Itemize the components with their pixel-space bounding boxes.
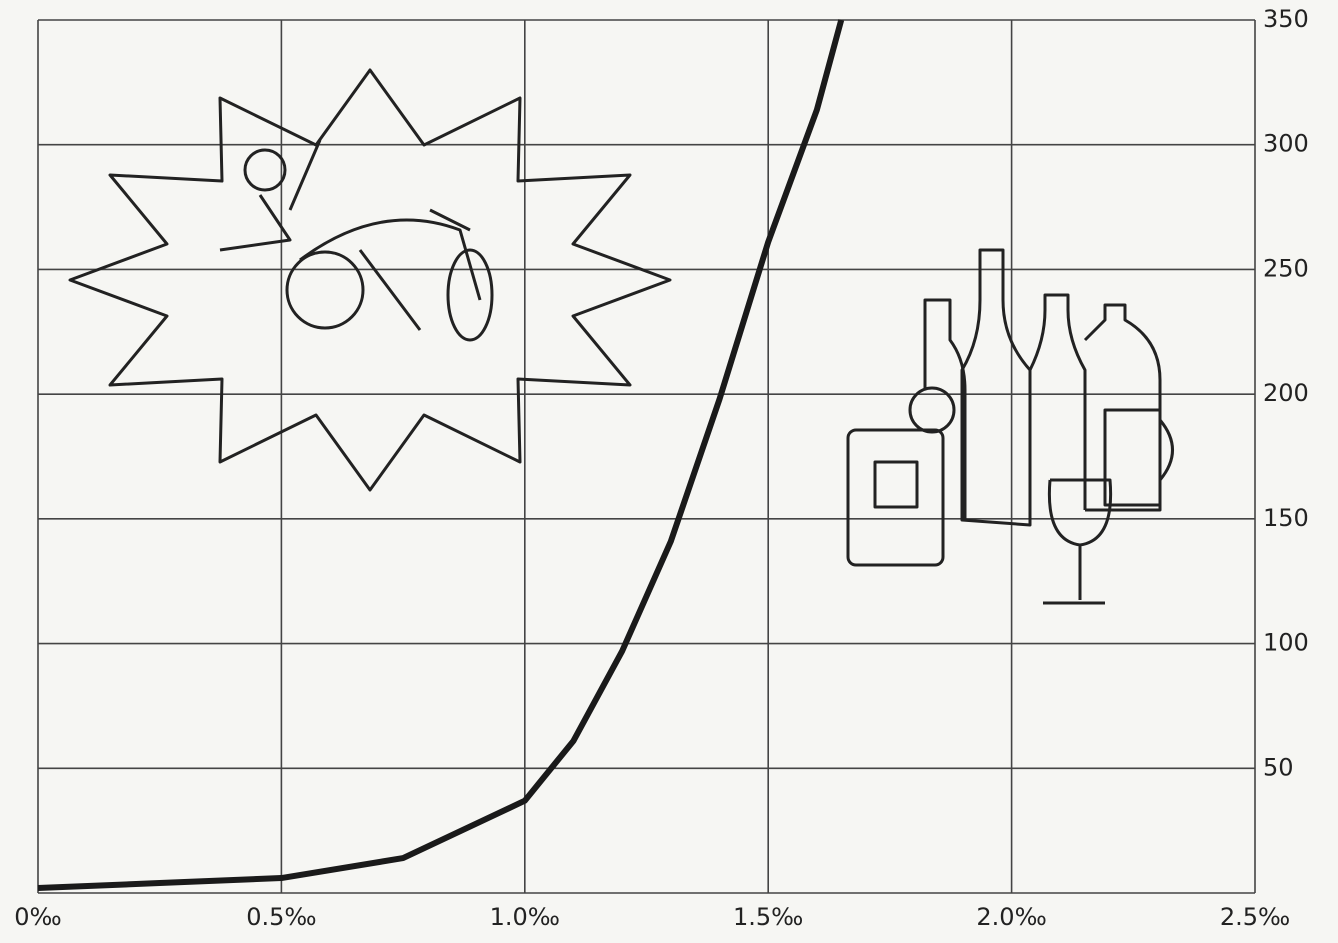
- line: [38, 20, 841, 888]
- x-tick-label: 2.5‰: [1220, 903, 1290, 931]
- y-tick-label: 300: [1263, 130, 1309, 158]
- y-tick-label: 250: [1263, 254, 1309, 282]
- y-tick-label: 150: [1263, 504, 1309, 532]
- y-tick-label: 350: [1263, 5, 1309, 33]
- chart: 0‰ 0.5‰ 1.0‰ 1.5‰ 2.0‰ 2.5‰ 50 100 150 200 250 300 3…: [0, 0, 1338, 943]
- x-tick-label: 1.0‰: [490, 903, 560, 931]
- crash-illustration: [70, 70, 670, 490]
- rider-head: [245, 150, 285, 190]
- x-tick-label: 0.5‰: [246, 903, 316, 931]
- bottles-illustration: [848, 250, 1173, 603]
- y-tick-label: 200: [1263, 379, 1309, 407]
- x-tick-label: 0‰: [14, 903, 61, 931]
- starburst: [70, 70, 670, 490]
- mug: [1105, 410, 1173, 505]
- wine-glass: [1043, 480, 1111, 603]
- wheel: [287, 252, 363, 328]
- flask-label: [875, 462, 917, 507]
- y-tick-label: 50: [1263, 753, 1294, 781]
- flask: [848, 430, 943, 565]
- x-tick-label: 2.0‰: [976, 903, 1046, 931]
- y-tick-label: 100: [1263, 629, 1309, 657]
- bottle: [925, 300, 965, 520]
- bottle: [962, 250, 1030, 525]
- bottle: [1030, 295, 1085, 510]
- x-tick-label: 1.5‰: [733, 903, 803, 931]
- rider-body: [220, 140, 320, 250]
